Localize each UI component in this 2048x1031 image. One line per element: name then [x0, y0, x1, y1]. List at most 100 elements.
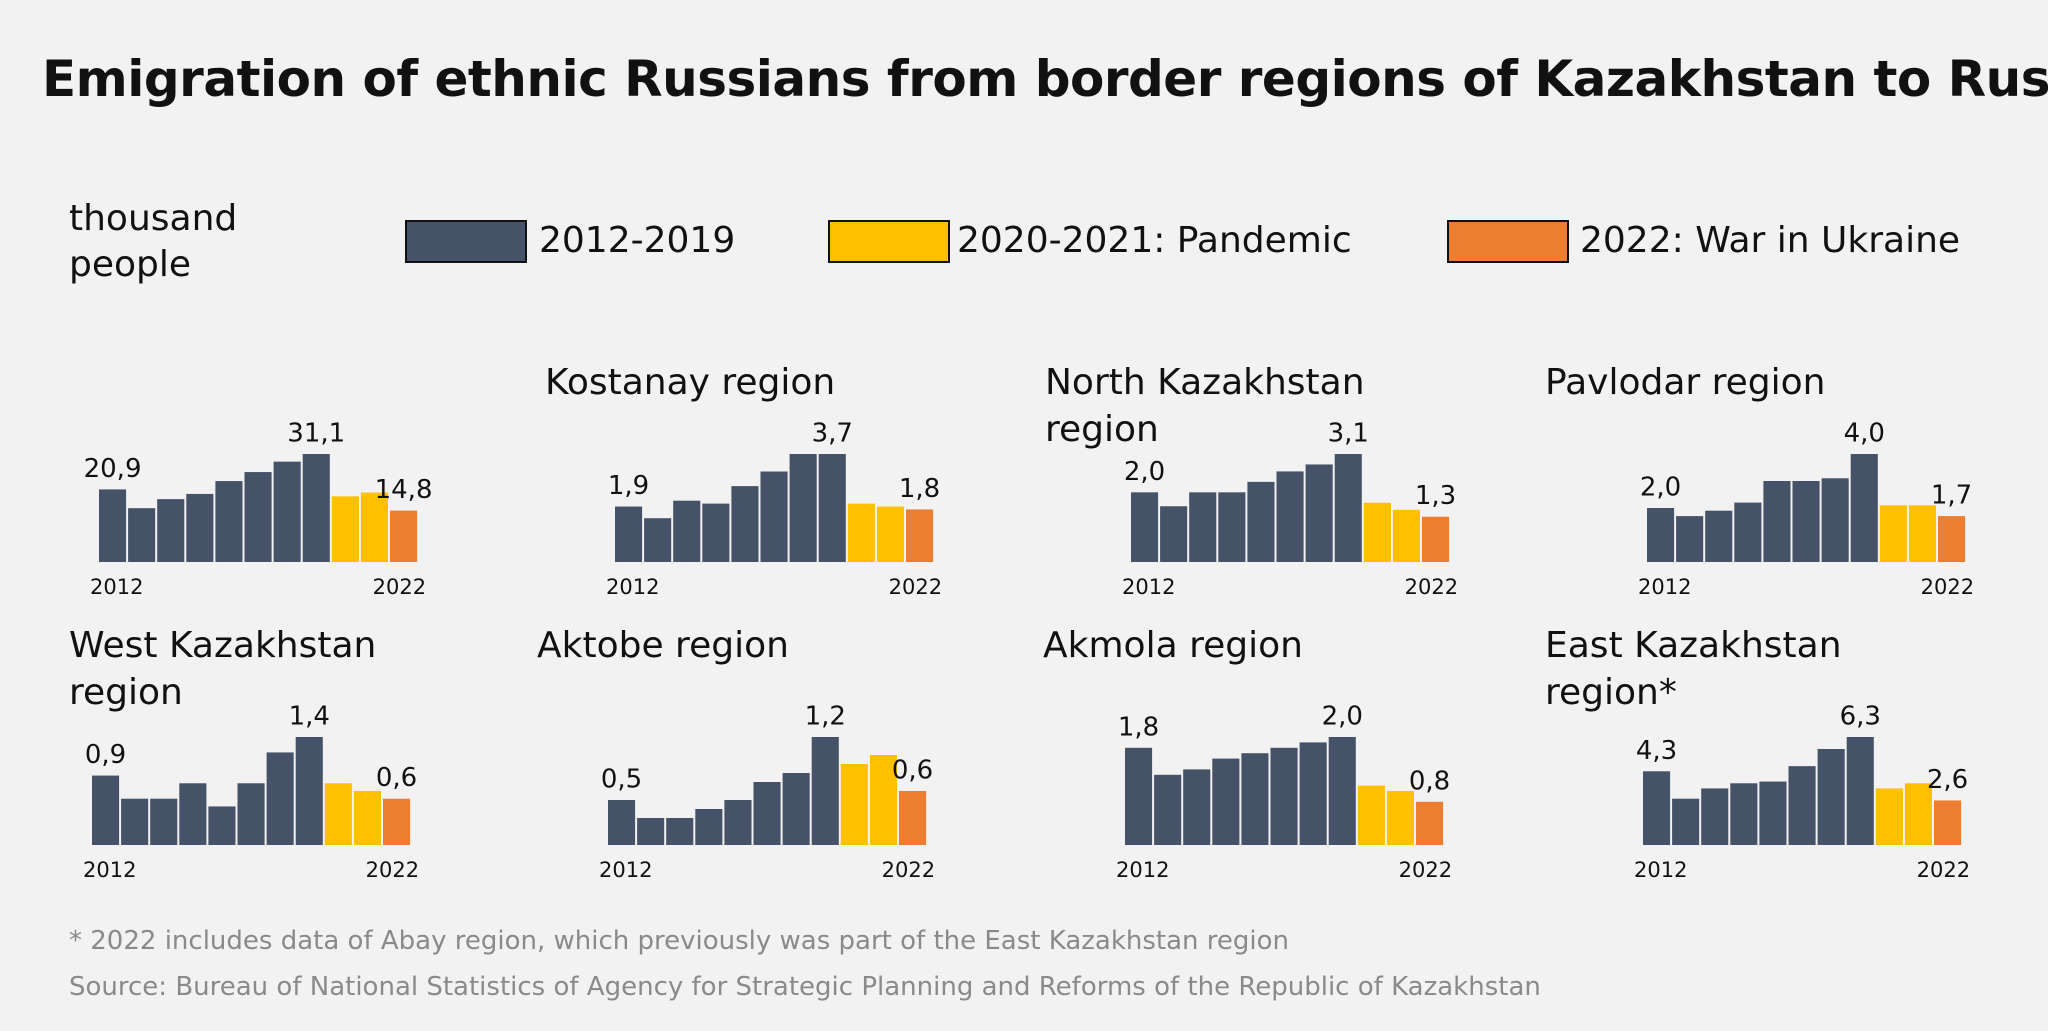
bar [360, 492, 388, 562]
value-label: 1,8 [899, 474, 940, 504]
bar [1846, 737, 1874, 845]
bar [876, 506, 904, 562]
bar [1154, 774, 1182, 845]
bar [782, 773, 810, 845]
bar [1363, 502, 1391, 562]
x-tick-label: 2022 [1399, 858, 1452, 882]
bar [615, 506, 643, 562]
bar [331, 496, 359, 562]
x-tick-label: 2012 [83, 858, 136, 882]
bar [150, 798, 178, 845]
bar [1305, 464, 1333, 562]
bar [1792, 481, 1820, 562]
title: Emigration of ethnic Russians from borde… [42, 50, 2048, 108]
bar [1125, 747, 1153, 845]
value-label: 1,3 [1415, 481, 1456, 511]
bar [1183, 769, 1211, 845]
bar [295, 737, 323, 845]
bar [157, 499, 185, 562]
x-tick-label: 2022 [1405, 575, 1458, 599]
x-tick-label: 2022 [889, 575, 942, 599]
legend-swatch [828, 220, 950, 263]
bar [608, 800, 636, 845]
value-label: 1,7 [1931, 481, 1972, 511]
value-label: 1,9 [608, 471, 649, 501]
panel-title: Kostanay region [545, 362, 836, 403]
bar [121, 798, 149, 845]
bar [869, 755, 897, 845]
bar [637, 818, 665, 845]
bar [1189, 492, 1217, 562]
x-tick-label: 2012 [1122, 575, 1175, 599]
x-tick-label: 2012 [1634, 858, 1687, 882]
bar [724, 800, 752, 845]
bar [1160, 506, 1188, 562]
bar [1299, 742, 1327, 845]
bar [1334, 454, 1362, 562]
value-label: 2,0 [1640, 473, 1681, 503]
bar [1817, 749, 1845, 845]
bar [324, 783, 352, 845]
bar [1788, 766, 1816, 845]
value-label: 1,4 [289, 702, 330, 732]
x-tick-label: 2022 [1917, 858, 1970, 882]
x-tick-label: 2012 [90, 575, 143, 599]
bar [760, 471, 788, 562]
legend-label: 2012-2019 [539, 220, 736, 261]
legend-label: 2022: War in Ukraine [1580, 220, 1961, 261]
bar [753, 782, 781, 845]
bar [840, 764, 868, 845]
bar [1763, 481, 1791, 562]
bar [731, 486, 759, 562]
bar [1734, 502, 1762, 562]
bar [390, 510, 418, 562]
bar [695, 809, 723, 845]
bar [1850, 454, 1878, 562]
value-label: 0,6 [892, 756, 933, 786]
bar [1904, 783, 1932, 845]
bar [1676, 516, 1704, 562]
panel-title: North Kazakhstan region [1045, 362, 1365, 450]
bar [666, 818, 694, 845]
bar [811, 737, 839, 845]
value-label: 3,1 [1328, 419, 1369, 449]
bar [906, 509, 934, 562]
value-label: 1,2 [805, 702, 846, 732]
bar [266, 752, 294, 845]
bar [644, 518, 672, 562]
bar [1759, 781, 1787, 845]
bar [673, 500, 701, 562]
bar [1672, 798, 1700, 845]
x-tick-label: 2012 [599, 858, 652, 882]
value-label: 0,6 [376, 763, 417, 793]
bar [1730, 783, 1758, 845]
bar [237, 783, 265, 845]
bar [353, 791, 381, 845]
bar [1422, 516, 1450, 562]
bar [1247, 481, 1275, 562]
bar [1131, 492, 1159, 562]
value-label: 31,1 [287, 419, 345, 449]
value-label: 4,3 [1636, 736, 1677, 766]
bar [1218, 492, 1246, 562]
panel-title: Aktobe region [537, 625, 789, 666]
x-tick-label: 2012 [1638, 575, 1691, 599]
value-label: 0,9 [85, 740, 126, 770]
panel-title: East Kazakhstan region* [1545, 625, 1842, 713]
bar [1938, 516, 1966, 562]
bar [244, 472, 272, 562]
bar [128, 508, 156, 562]
bar [818, 454, 846, 562]
x-tick-label: 2012 [1116, 858, 1169, 882]
bar [1386, 791, 1414, 845]
x-tick-label: 2022 [882, 858, 935, 882]
bar [273, 461, 301, 562]
bar [899, 791, 927, 845]
bar [1276, 471, 1304, 562]
bar [1821, 478, 1849, 562]
value-label: 0,5 [601, 765, 642, 795]
panel-title: West Kazakhstan region [69, 625, 377, 713]
value-label: 1,8 [1118, 712, 1159, 742]
